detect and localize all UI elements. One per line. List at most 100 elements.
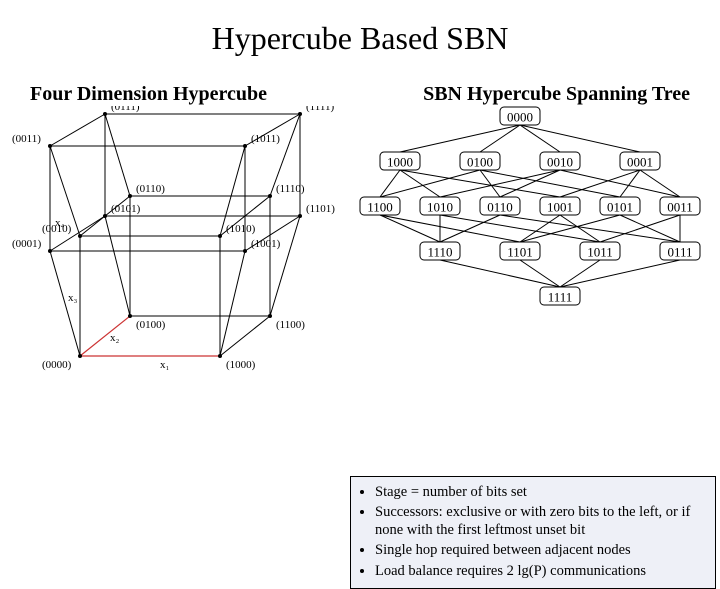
tree-node-label: 1101: [507, 245, 533, 260]
tree-node-label: 1111: [548, 290, 573, 305]
cube-vertex: [128, 194, 132, 198]
tree-edge: [560, 260, 680, 287]
cube-vertex-label: (1110): [276, 183, 305, 195]
tree-edge: [520, 215, 620, 242]
tree-node: 0010: [540, 152, 580, 170]
tree-edge: [380, 170, 480, 197]
bullet-item: Successors: exclusive or with zero bits …: [375, 503, 707, 539]
cube-edge: [220, 316, 270, 356]
bullets-list: Stage = number of bits set Successors: ex…: [359, 483, 707, 580]
cube-edge: [270, 216, 300, 316]
hypercube-diagram: (1000)(1001)(1010)(1011)(1100)(1101)(111…: [10, 106, 340, 386]
tree-node: 0100: [460, 152, 500, 170]
tree-node-label: 0111: [667, 245, 692, 260]
cube-vertex-label: (1000): [226, 359, 256, 371]
cube-vertex: [298, 214, 302, 218]
axis-label: x₂: [110, 332, 120, 344]
tree-node: 1010: [420, 197, 460, 215]
tree-node-label: 1001: [547, 200, 573, 215]
tree-edge: [560, 170, 680, 197]
tree-node-label: 1000: [387, 155, 413, 170]
tree-node-label: 0011: [667, 200, 693, 215]
tree-edge: [380, 215, 440, 242]
cube-vertex-label: (0101): [111, 203, 141, 215]
subtitles-row: Four Dimension Hypercube SBN Hypercube S…: [0, 83, 720, 106]
tree-node: 1110: [420, 242, 460, 260]
tree-edge: [520, 125, 640, 152]
tree-node-label: 1010: [427, 200, 453, 215]
cube-vertex-label: (0110): [136, 183, 165, 195]
tree-edge: [440, 215, 600, 242]
cube-edge: [80, 316, 130, 356]
cube-vertex-label: (1010): [226, 223, 256, 235]
cube-vertex: [103, 112, 107, 116]
cube-vertex: [48, 144, 52, 148]
subtitle-left: Four Dimension Hypercube: [30, 83, 267, 106]
cube-vertex: [218, 354, 222, 358]
tree-node-label: 0010: [547, 155, 573, 170]
cube-vertex: [78, 234, 82, 238]
spanning-tree-diagram: 0000 1000 0100 0010 0001 1100 1010 0110 1001 0101…: [350, 106, 720, 326]
tree-node-label: 1011: [587, 245, 613, 260]
content-area: (1000)(1001)(1010)(1011)(1100)(1101)(111…: [0, 106, 720, 486]
cube-vertex-label: (1011): [251, 133, 280, 145]
cube-vertex: [128, 314, 132, 318]
page-title: Hypercube Based SBN: [0, 20, 720, 57]
tree-edge: [440, 260, 560, 287]
tree-node: 0101: [600, 197, 640, 215]
tree-node-label: 1100: [367, 200, 393, 215]
subtitle-right: SBN Hypercube Spanning Tree: [423, 83, 690, 106]
cube-edge: [220, 251, 245, 356]
tree-edge: [620, 170, 640, 197]
cube-vertex: [298, 112, 302, 116]
cube-vertex: [243, 249, 247, 253]
tree-node: 0000: [500, 107, 540, 125]
tree-node: 0011: [660, 197, 700, 215]
tree-edge: [380, 170, 400, 197]
tree-edge: [400, 125, 520, 152]
tree-node: 0110: [480, 197, 520, 215]
cube-vertex-label: (0001): [12, 238, 42, 250]
tree-edge: [560, 215, 600, 242]
tree-node-label: 0100: [467, 155, 493, 170]
axis-label: x₄: [55, 217, 65, 229]
tree-node: 1011: [580, 242, 620, 260]
tree-node: 1001: [540, 197, 580, 215]
tree-node: 1100: [360, 197, 400, 215]
tree-edge: [500, 215, 680, 242]
cube-vertex: [218, 234, 222, 238]
cube-edge: [105, 114, 130, 196]
cube-vertex: [268, 194, 272, 198]
cube-vertex-label: (1101): [306, 203, 335, 215]
cube-vertex: [78, 354, 82, 358]
cube-vertex-label: (1100): [276, 319, 305, 331]
tree-node: 1000: [380, 152, 420, 170]
tree-node: 1101: [500, 242, 540, 260]
bullets-box: Stage = number of bits set Successors: ex…: [350, 476, 716, 589]
cube-vertex-label: (0000): [42, 359, 72, 371]
bullet-item: Stage = number of bits set: [375, 483, 707, 501]
cube-vertex-label: (0100): [136, 319, 166, 331]
bullet-item: Load balance requires 2 lg(P) communicat…: [375, 562, 707, 580]
axis-label: x₃: [68, 292, 78, 304]
tree-edge: [600, 215, 680, 242]
cube-vertex-label: (0011): [12, 133, 41, 145]
tree-node-label: 0000: [507, 110, 533, 125]
tree-edge: [400, 170, 560, 197]
bullet-item: Single hop required between adjacent nod…: [375, 541, 707, 559]
cube-vertex-label: (1111): [306, 106, 334, 113]
tree-node: 0001: [620, 152, 660, 170]
tree-node-label: 0101: [607, 200, 633, 215]
tree-node-label: 0110: [487, 200, 513, 215]
axis-label: x₁: [160, 359, 170, 371]
cube-edge: [50, 114, 105, 146]
cube-vertex: [103, 214, 107, 218]
cube-vertex-label: (0111): [111, 106, 140, 113]
tree-edge: [400, 170, 440, 197]
cube-vertex: [243, 144, 247, 148]
cube-vertex-label: (1001): [251, 238, 281, 250]
cube-edge: [105, 216, 130, 316]
cube-vertex: [48, 249, 52, 253]
tree-node: 0111: [660, 242, 700, 260]
cube-vertex: [268, 314, 272, 318]
